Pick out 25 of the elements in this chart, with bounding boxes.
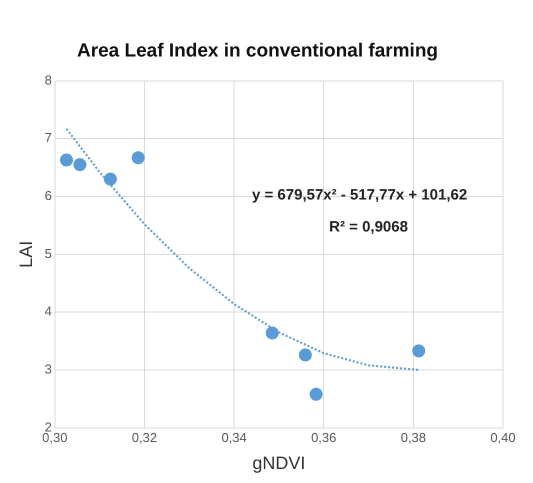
point — [73, 158, 86, 172]
point — [298, 348, 312, 362]
x-axis-title: gNDVI — [252, 453, 306, 474]
y-tick-label: 4 — [44, 304, 52, 319]
x-tick-label: 0,36 — [311, 430, 336, 446]
point — [412, 344, 426, 358]
y-tick-label: 5 — [44, 246, 52, 261]
annotation: R² = 0,9068 — [329, 218, 408, 236]
y-axis-title: LAI — [16, 240, 36, 268]
point — [266, 326, 279, 340]
point — [310, 388, 323, 401]
x-tick-label: 0,38 — [400, 430, 426, 446]
x-tick-label: 0,40 — [490, 430, 516, 446]
y-tick-label: 8 — [44, 72, 52, 88]
x-tick-label: 0,32 — [132, 430, 158, 446]
point — [104, 172, 117, 186]
point — [132, 151, 145, 164]
y-tick-label: 7 — [44, 130, 52, 146]
x-tick-label: 0,34 — [221, 430, 247, 446]
y-tick-label: 6 — [44, 188, 52, 204]
y-tick-label: 3 — [44, 362, 52, 377]
chart-title: Area Leaf Index in conventional farming — [76, 40, 438, 62]
annotation: y = 679,57x² - 517,77x + 101,62 — [252, 186, 468, 204]
line-series — [65, 128, 420, 371]
point — [60, 154, 73, 167]
